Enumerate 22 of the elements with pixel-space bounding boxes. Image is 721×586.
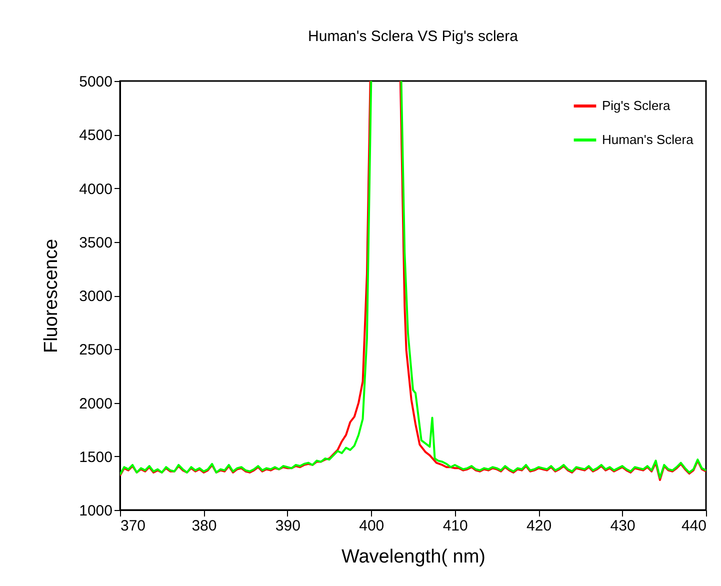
y-tick-label: 1500 [79,448,112,466]
y-tick-label: 4500 [79,127,112,144]
x-tick-label: 380 [192,518,217,534]
y-tick-label: 2500 [79,342,112,359]
y-tick-label: 2000 [79,395,112,412]
x-tick-label: 390 [275,518,300,534]
x-tick-label: 420 [526,518,552,534]
y-tick-label: 3000 [79,288,112,305]
x-tick-label: 410 [442,518,468,534]
legend-label: Pig's Sclera [602,98,671,113]
x-tick-label: 370 [120,518,146,534]
x-tick-label: 400 [359,518,384,534]
legend-label: Human's Sclera [602,132,694,147]
y-tick-label: 5000 [79,74,112,90]
x-tick-label: 440 [681,518,706,534]
chart-title: Human's Sclera VS Pig's sclera [308,28,519,45]
y-tick-label: 1000 [79,502,112,520]
x-axis-title: Wavelength( nm) [342,546,486,568]
y-tick-label: 4000 [79,180,112,198]
y-tick-label: 3500 [79,234,112,252]
x-tick-label: 430 [610,518,636,534]
y-axis-title: Fluorescence [41,238,62,354]
